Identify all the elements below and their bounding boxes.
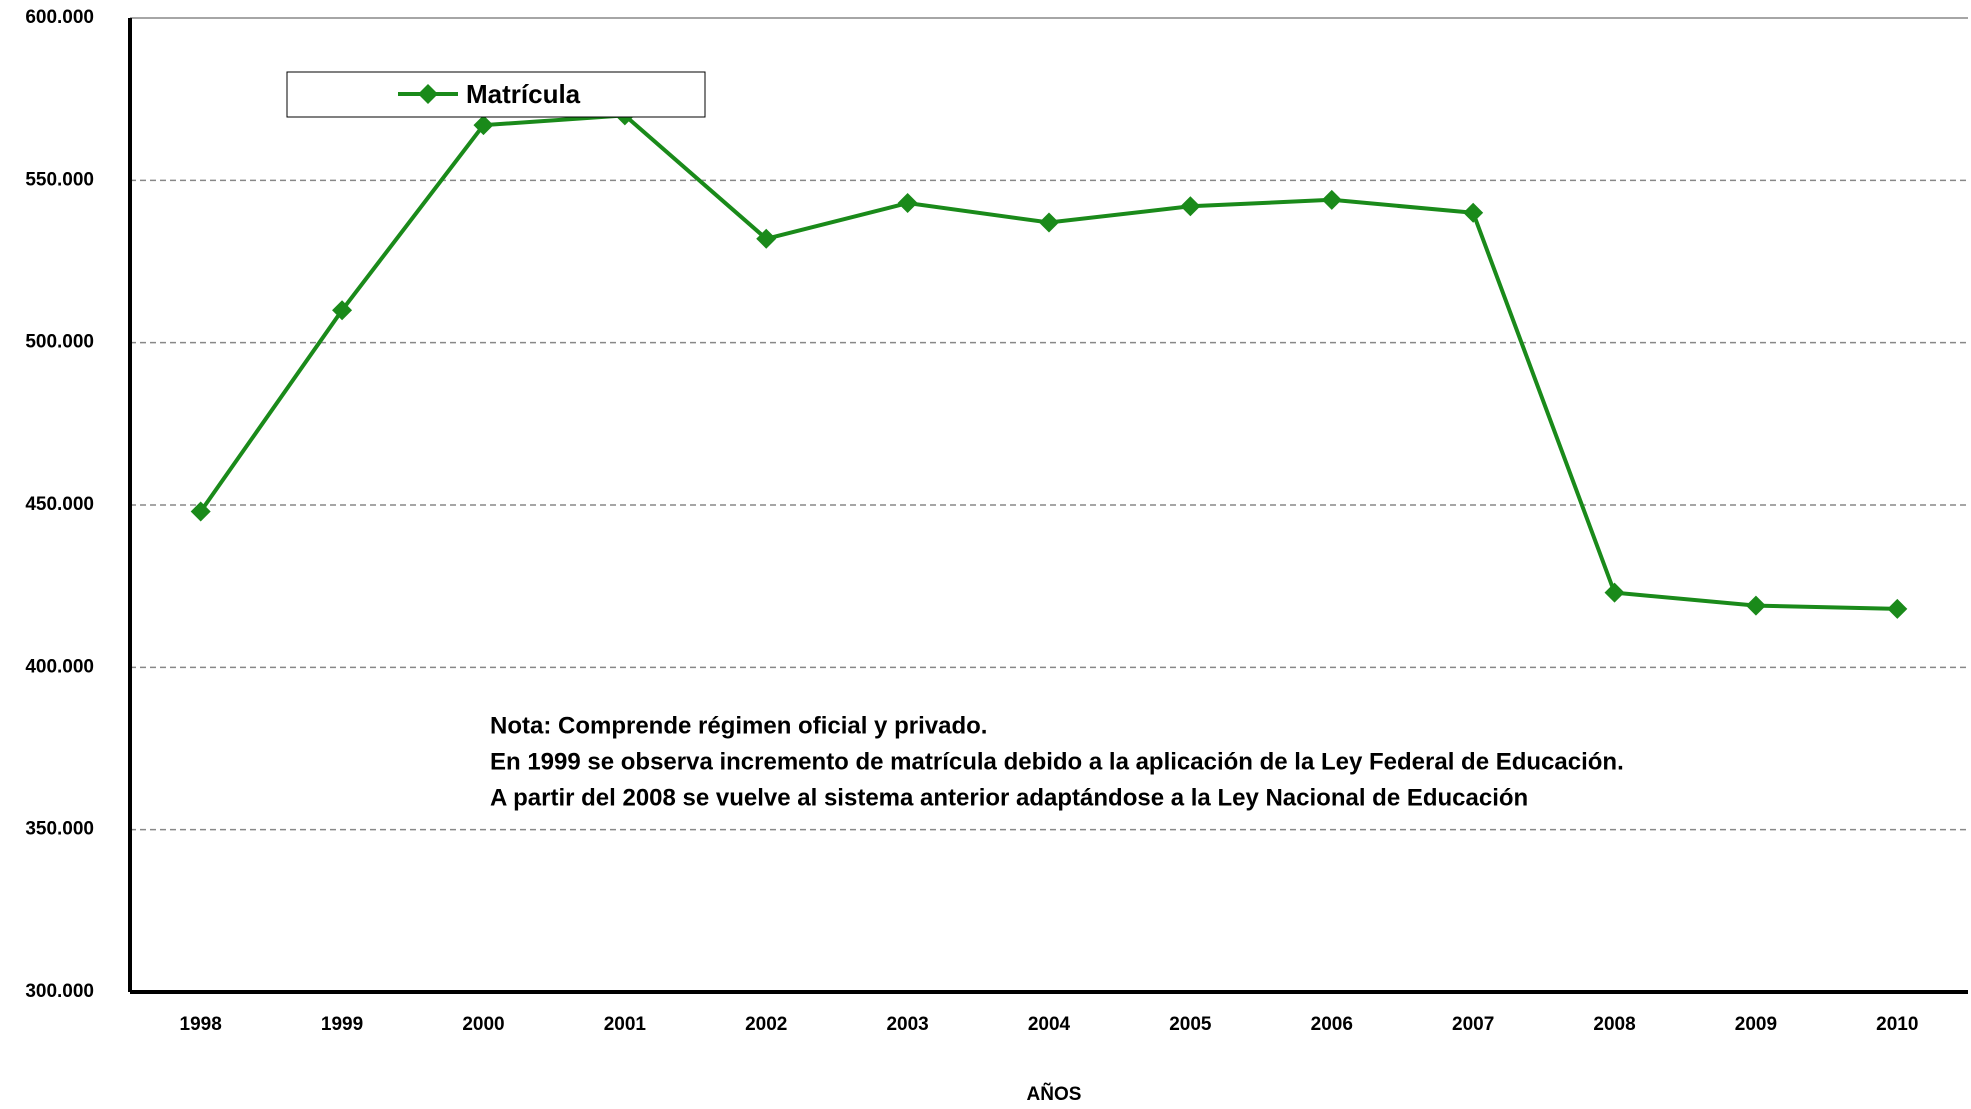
y-tick-label: 600.000 [25,7,94,28]
x-tick-label: 1999 [321,1014,363,1035]
x-tick-label: 2010 [1876,1014,1918,1035]
y-tick-label: 400.000 [25,656,94,677]
x-tick-label: 2007 [1452,1014,1494,1035]
point-marker [190,501,211,522]
point-marker [756,228,777,249]
x-tick-label: 2005 [1169,1014,1212,1035]
y-tick-label: 350.000 [25,819,94,840]
x-tick-label: 2002 [745,1014,787,1035]
point-marker [897,193,918,214]
x-tick-label: 2000 [462,1014,504,1035]
point-marker [1180,196,1201,217]
point-marker [473,115,494,136]
x-tick-label: 2009 [1735,1014,1777,1035]
x-axis-label: AÑOS [1027,1083,1082,1105]
legend-marker [418,84,438,104]
y-tick-label: 550.000 [25,169,94,190]
point-marker [1039,212,1059,233]
point-marker [332,300,353,321]
y-tick-label: 450.000 [25,494,94,515]
x-tick-label: 2008 [1593,1014,1635,1035]
point-marker [1463,202,1484,223]
x-tick-label: 2003 [886,1014,928,1035]
point-marker [1321,189,1342,210]
legend-box [286,71,706,118]
legend-label: Matrícula [466,79,581,109]
annotation: Nota: Comprende régimen oficial y privad… [490,712,987,739]
annotation: A partir del 2008 se vuelve al sistema a… [490,784,1528,811]
x-tick-label: 2004 [1028,1014,1071,1035]
point-marker [1887,598,1908,619]
series-line [199,113,1898,611]
y-tick-label: 500.000 [25,332,94,353]
annotation: En 1999 se observa incremento de matrícu… [490,748,1624,775]
y-tick-label: 300.000 [25,981,94,1002]
x-tick-label: 2006 [1311,1014,1353,1035]
x-tick-label: 2001 [604,1014,647,1035]
point-marker [1604,582,1625,603]
x-tick-label: 1998 [180,1014,222,1035]
point-marker [1745,595,1766,616]
